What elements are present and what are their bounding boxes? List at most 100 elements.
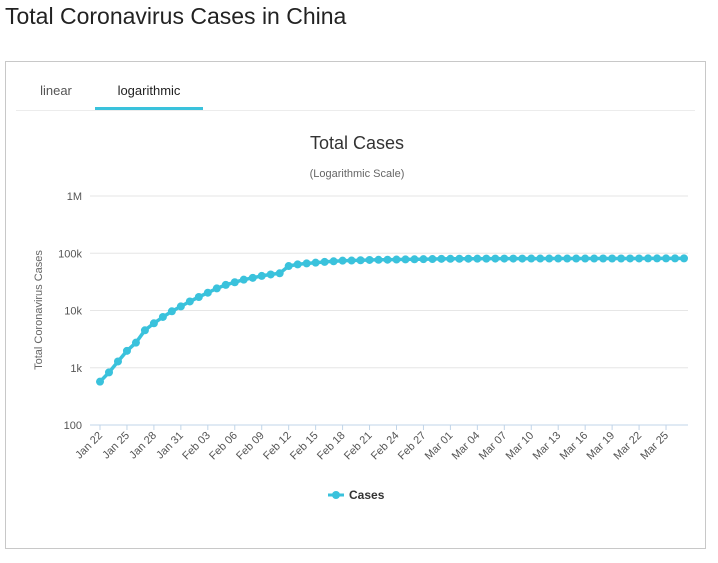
data-point[interactable] [554, 254, 563, 263]
x-tick-label: Mar 07 [477, 430, 510, 463]
y-tick-labels: 100 1k 10k 100k 1M [58, 191, 82, 432]
data-point[interactable] [572, 254, 581, 263]
data-point[interactable] [365, 255, 374, 264]
data-point[interactable] [266, 270, 275, 279]
data-point[interactable] [401, 255, 410, 264]
x-tick-label: Jan 31 [154, 430, 186, 462]
data-point[interactable] [545, 254, 554, 263]
data-point[interactable] [635, 254, 644, 263]
data-point[interactable] [653, 254, 662, 263]
x-tick-label: Feb 06 [207, 430, 240, 463]
legend[interactable]: Cases [328, 488, 385, 502]
data-point[interactable] [338, 256, 347, 265]
x-tick-label: Jan 25 [100, 430, 132, 462]
y-axis-label: Total Coronavirus Cases [33, 250, 45, 370]
x-tick-label: Feb 27 [396, 430, 429, 463]
data-point[interactable] [455, 254, 464, 263]
data-point[interactable] [581, 254, 590, 263]
data-point[interactable] [113, 357, 122, 366]
series-line-cases [98, 256, 684, 383]
data-point[interactable] [500, 254, 509, 263]
series-cases [96, 254, 688, 386]
data-point[interactable] [293, 260, 302, 269]
data-point[interactable] [680, 254, 688, 263]
data-point[interactable] [662, 254, 671, 263]
x-tick-label: Feb 21 [342, 430, 375, 463]
x-tick-label: Mar 25 [638, 430, 671, 463]
data-point[interactable] [392, 255, 401, 264]
data-point[interactable] [473, 254, 482, 263]
data-point[interactable] [626, 254, 635, 263]
x-tick-label: Jan 28 [127, 430, 159, 462]
data-point[interactable] [356, 256, 365, 265]
data-point[interactable] [482, 254, 491, 263]
x-tick-label: Jan 22 [73, 430, 105, 462]
x-tick-label: Mar 04 [450, 430, 483, 463]
data-point[interactable] [437, 254, 446, 263]
data-point[interactable] [671, 254, 680, 263]
data-point[interactable] [302, 259, 311, 268]
data-point[interactable] [536, 254, 545, 263]
data-point[interactable] [257, 271, 266, 280]
data-point[interactable] [383, 255, 392, 264]
data-point[interactable] [122, 346, 131, 355]
data-point[interactable] [230, 278, 239, 287]
y-tick-label: 1M [67, 191, 82, 203]
data-point[interactable] [239, 275, 248, 284]
x-tick-label: Mar 22 [611, 430, 644, 463]
data-point[interactable] [212, 284, 221, 293]
data-point[interactable] [131, 338, 140, 347]
x-tick-label: Feb 15 [288, 430, 321, 463]
data-point[interactable] [149, 319, 158, 328]
data-point[interactable] [221, 280, 230, 289]
data-point[interactable] [167, 307, 176, 316]
data-point[interactable] [419, 255, 428, 264]
data-point[interactable] [176, 302, 185, 311]
page-title: Total Coronavirus Cases in China [5, 3, 347, 29]
tab-linear[interactable]: linear [40, 83, 72, 98]
data-point[interactable] [248, 273, 257, 282]
data-point[interactable] [104, 368, 113, 377]
scale-tabs: linear logarithmic [16, 62, 695, 111]
data-point[interactable] [194, 293, 203, 302]
x-tick-label: Feb 18 [315, 430, 348, 463]
tab-logarithmic[interactable]: logarithmic [95, 62, 203, 110]
data-point[interactable] [96, 377, 104, 386]
chart-title: Total Cases [310, 133, 404, 153]
data-point[interactable] [329, 257, 338, 266]
chart-card: linear logarithmic [5, 61, 706, 549]
x-tick-label: Mar 01 [423, 430, 456, 463]
data-point[interactable] [185, 297, 194, 306]
data-point[interactable] [374, 255, 383, 264]
data-point[interactable] [284, 262, 293, 271]
data-point[interactable] [644, 254, 653, 263]
data-point[interactable] [347, 256, 356, 265]
data-point[interactable] [590, 254, 599, 263]
data-point[interactable] [563, 254, 572, 263]
data-point[interactable] [509, 254, 518, 263]
legend-label-cases[interactable]: Cases [349, 488, 385, 502]
data-point[interactable] [275, 269, 284, 278]
legend-marker [332, 491, 340, 499]
x-tick-label: Feb 24 [369, 430, 402, 463]
data-point[interactable] [320, 257, 329, 266]
grid-lines [90, 195, 688, 426]
data-point[interactable] [140, 326, 149, 335]
data-point[interactable] [464, 254, 473, 263]
data-point[interactable] [527, 254, 536, 263]
data-point[interactable] [446, 254, 455, 263]
data-point[interactable] [518, 254, 527, 263]
data-point[interactable] [410, 255, 419, 264]
data-point[interactable] [428, 255, 437, 264]
data-point[interactable] [203, 288, 212, 297]
data-point[interactable] [599, 254, 608, 263]
data-point[interactable] [311, 258, 320, 267]
y-tick-label: 100k [58, 248, 82, 260]
data-point[interactable] [491, 254, 500, 263]
data-point[interactable] [617, 254, 626, 263]
y-tick-label: 100 [64, 420, 82, 432]
data-point[interactable] [158, 312, 167, 321]
data-point[interactable] [608, 254, 617, 263]
y-tick-label: 1k [70, 363, 82, 375]
y-tick-label: 10k [64, 306, 82, 318]
